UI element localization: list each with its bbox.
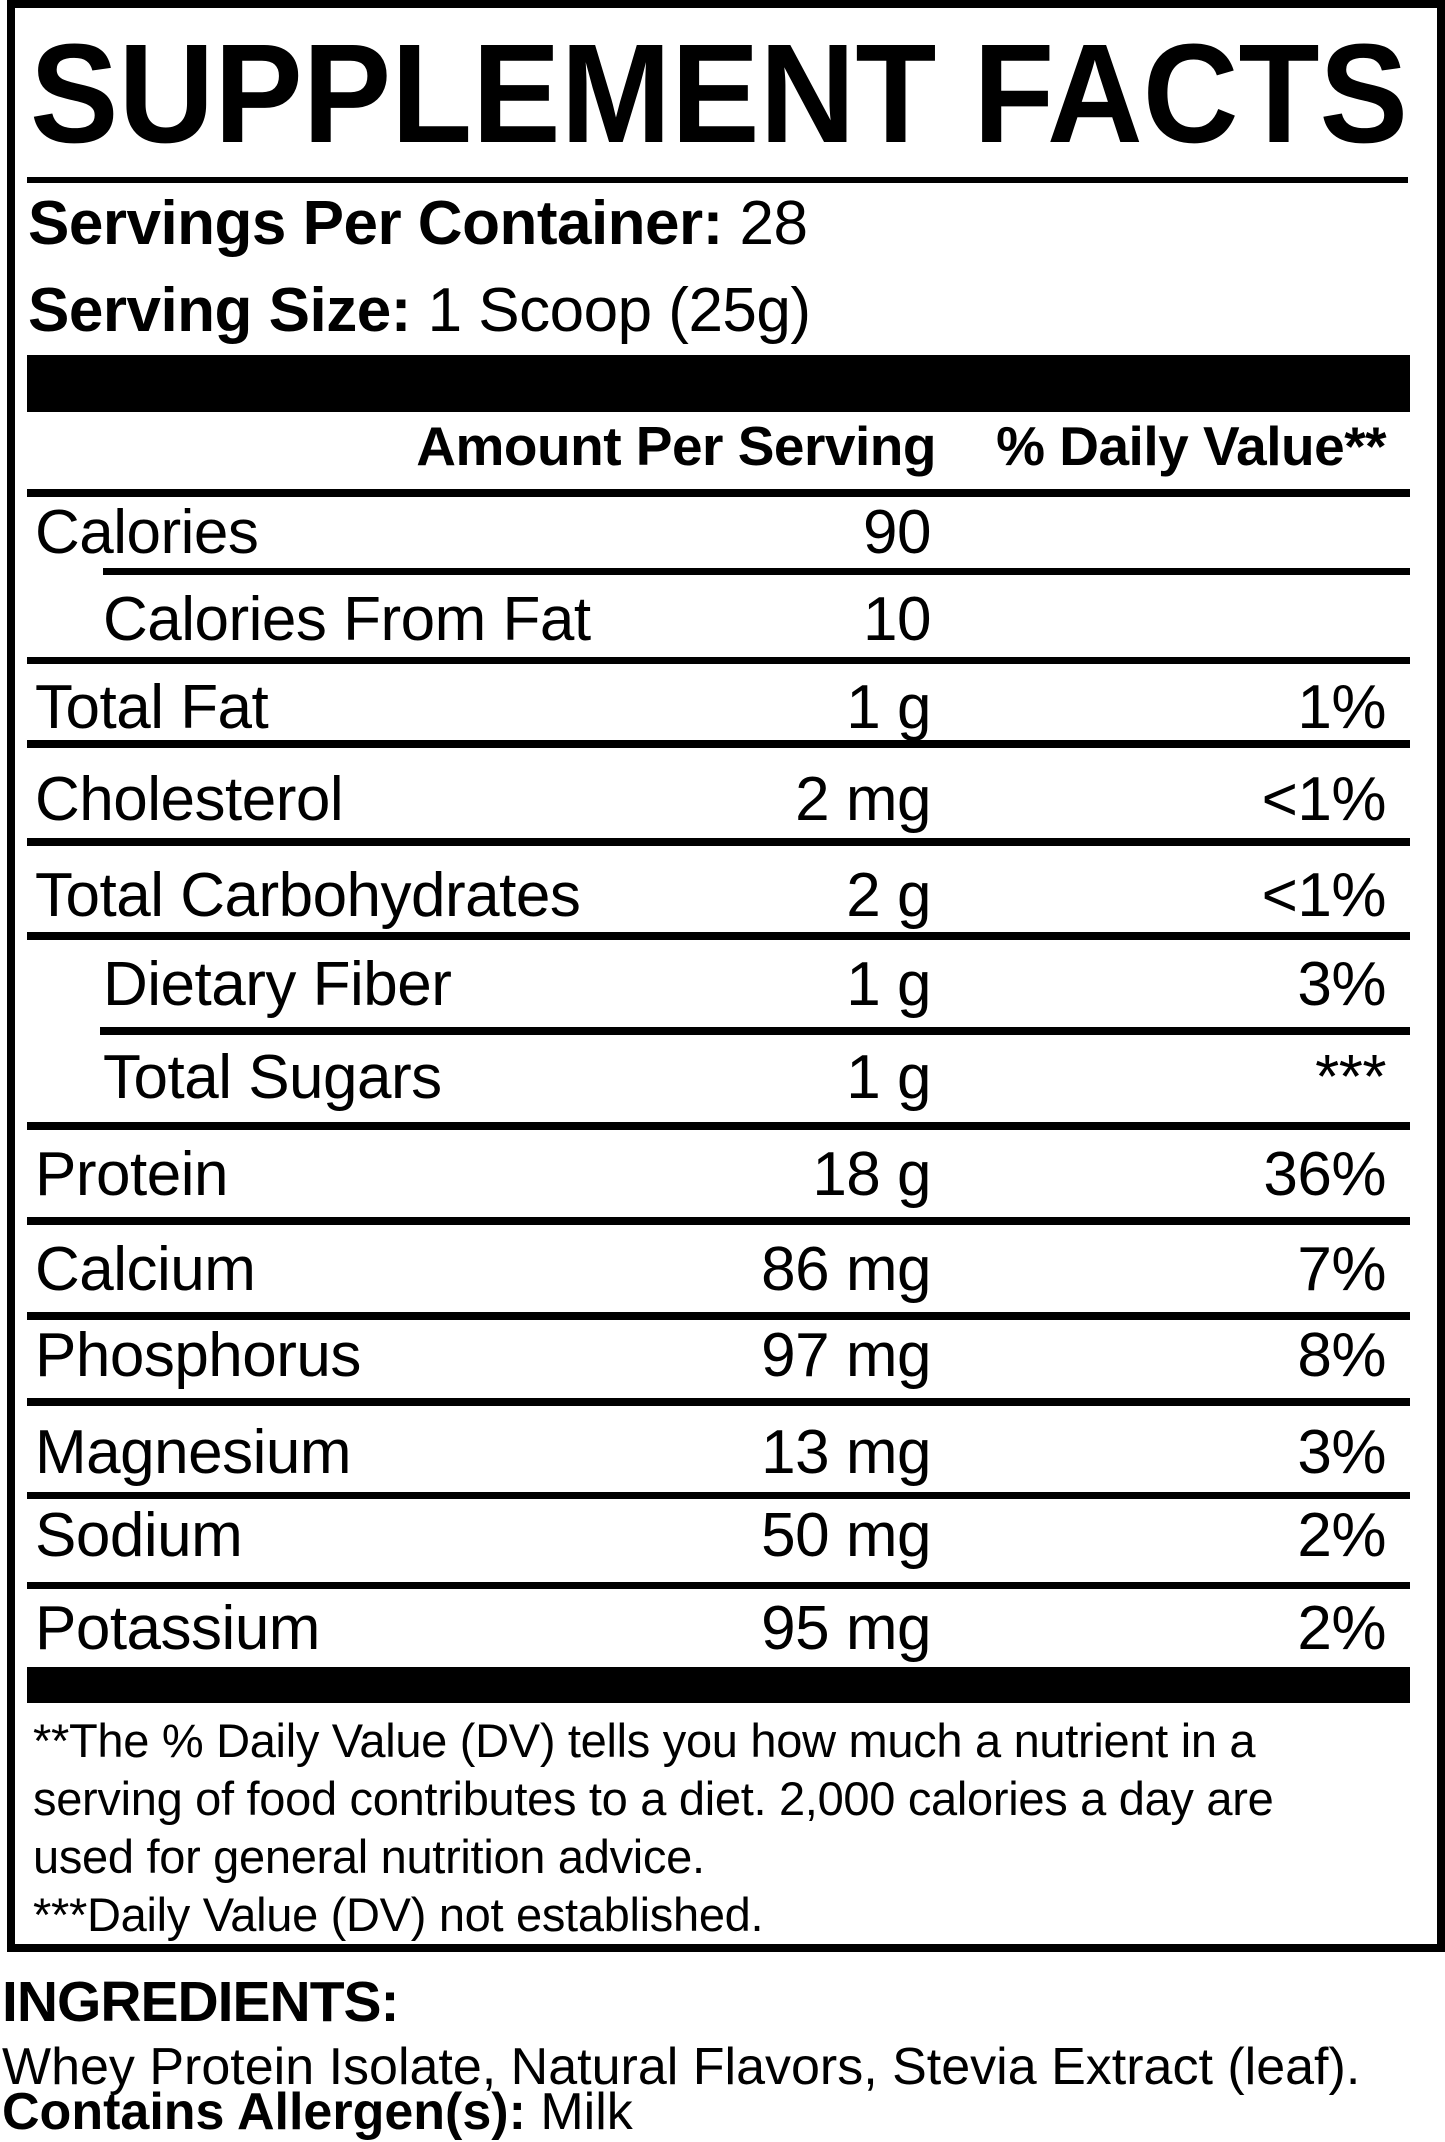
servings-per-container-line: Servings Per Container: 28 <box>28 190 808 258</box>
row-dv: <1% <box>1261 765 1387 834</box>
row-amount: 50 mg <box>761 1501 931 1570</box>
row-amount: 1 g <box>846 1043 931 1112</box>
separator-rule <box>27 932 1410 940</box>
row-amount: 2 mg <box>795 765 931 834</box>
ingredients-heading: INGREDIENTS: <box>2 1970 400 2034</box>
table-row-sodium: Sodium 50 mg 2% <box>35 1505 1386 1567</box>
row-label: Magnesium <box>35 1418 351 1487</box>
row-label: Total Sugars <box>103 1043 442 1112</box>
separator-rule <box>27 1312 1410 1320</box>
separator-rule <box>27 1398 1410 1406</box>
row-amount: 95 mg <box>761 1594 931 1663</box>
table-row-cholesterol: Cholesterol 2 mg <1% <box>35 765 1387 834</box>
row-amount: 2 g <box>846 861 931 930</box>
facts-panel-border <box>7 0 1445 1952</box>
footnote-line: used for general nutrition advice. <box>33 1830 705 1883</box>
row-label: Total Fat <box>35 673 269 742</box>
row-amount: 86 mg <box>761 1235 931 1304</box>
separator-rule <box>27 740 1410 748</box>
row-amount: 10 <box>863 585 931 654</box>
row-dv: *** <box>1315 1043 1386 1112</box>
bottom-thick-bar <box>27 1667 1410 1703</box>
separator-rule <box>27 1217 1410 1225</box>
separator-rule <box>27 1582 1410 1589</box>
supplement-facts-title: SUPPLEMENT FACTS <box>30 37 1408 157</box>
row-dv: <1% <box>1261 861 1387 930</box>
table-row-total-sugars: Total Sugars 1 g *** <box>35 1047 1386 1109</box>
serving-size-value: 1 Scoop (25g) <box>427 276 811 345</box>
table-row-dietary-fiber: Dietary Fiber 1 g 3% <box>35 954 1386 1016</box>
top-thick-bar <box>27 355 1410 412</box>
table-row-potassium: Potassium 95 mg 2% <box>35 1598 1386 1660</box>
row-label: Dietary Fiber <box>103 950 452 1019</box>
row-dv: 8% <box>1297 1321 1386 1390</box>
row-amount: 13 mg <box>761 1418 931 1487</box>
footnote-line: serving of food contributes to a diet. 2… <box>33 1772 1274 1825</box>
allergen-label: Contains Allergen(s): <box>2 2083 541 2141</box>
separator-rule <box>27 1492 1410 1499</box>
footnote-line: **The % Daily Value (DV) tells you how m… <box>33 1714 1256 1767</box>
row-amount: 1 g <box>846 673 931 742</box>
table-row-protein: Protein 18 g 36% <box>35 1144 1386 1206</box>
row-label: Calories From Fat <box>103 585 591 654</box>
separator-rule <box>100 1027 1410 1035</box>
row-label: Calcium <box>35 1235 256 1304</box>
daily-value-footnote: **The % Daily Value (DV) tells you how m… <box>33 1712 1425 1944</box>
allergen-value: Milk <box>540 2083 633 2141</box>
ingredients-list: Whey Protein Isolate, Natural Flavors, S… <box>2 2038 1361 2096</box>
daily-value-header: % Daily Value** <box>996 415 1386 477</box>
row-label: Phosphorus <box>35 1321 361 1390</box>
row-amount: 18 g <box>812 1140 931 1209</box>
table-header-row: Amount Per Serving % Daily Value** <box>35 416 1386 478</box>
table-row-calcium: Calcium 86 mg 7% <box>35 1239 1386 1301</box>
table-row-phosphorus: Phosphorus 97 mg 8% <box>35 1325 1386 1387</box>
separator-rule <box>103 568 1410 575</box>
row-amount: 1 g <box>846 950 931 1019</box>
serving-size-label: Serving Size: <box>28 276 428 345</box>
header-rule <box>27 489 1410 497</box>
title-separator-rule <box>27 177 1408 183</box>
allergen-line: Contains Allergen(s): Milk <box>2 2082 633 2142</box>
servings-per-container-value: 28 <box>739 189 808 258</box>
row-dv: 1% <box>1297 673 1386 742</box>
table-row-calories: Calories 90 <box>35 502 1386 564</box>
separator-rule <box>27 657 1410 664</box>
row-dv: 2% <box>1297 1501 1386 1570</box>
row-dv: 3% <box>1297 950 1386 1019</box>
servings-per-container-label: Servings Per Container: <box>28 189 740 258</box>
row-label: Sodium <box>35 1501 243 1570</box>
row-label: Calories <box>35 498 259 567</box>
row-dv: 3% <box>1297 1418 1386 1487</box>
footnote-line: ***Daily Value (DV) not established. <box>33 1888 764 1941</box>
row-label: Cholesterol <box>35 765 344 834</box>
table-row-total-carbohydrates: Total Carbohydrates 2 g <1% <box>35 861 1387 930</box>
row-label: Potassium <box>35 1594 320 1663</box>
row-dv: 7% <box>1297 1235 1386 1304</box>
table-row-total-fat: Total Fat 1 g 1% <box>35 677 1386 739</box>
row-label: Protein <box>35 1140 228 1209</box>
row-dv: 2% <box>1297 1594 1386 1663</box>
row-dv: 36% <box>1263 1140 1386 1209</box>
table-row-calories-from-fat: Calories From Fat 10 <box>35 589 1386 651</box>
amount-per-serving-header: Amount Per Serving <box>416 415 936 477</box>
row-amount: 97 mg <box>761 1321 931 1390</box>
row-amount: 90 <box>863 498 931 567</box>
separator-rule <box>27 1122 1410 1130</box>
row-label: Total Carbohydrates <box>35 861 581 930</box>
title-text: SUPPLEMENT FACTS <box>30 37 1408 157</box>
serving-size-line: Serving Size: 1 Scoop (25g) <box>28 277 811 345</box>
separator-rule <box>27 838 1410 846</box>
table-row-magnesium: Magnesium 13 mg 3% <box>35 1422 1386 1484</box>
